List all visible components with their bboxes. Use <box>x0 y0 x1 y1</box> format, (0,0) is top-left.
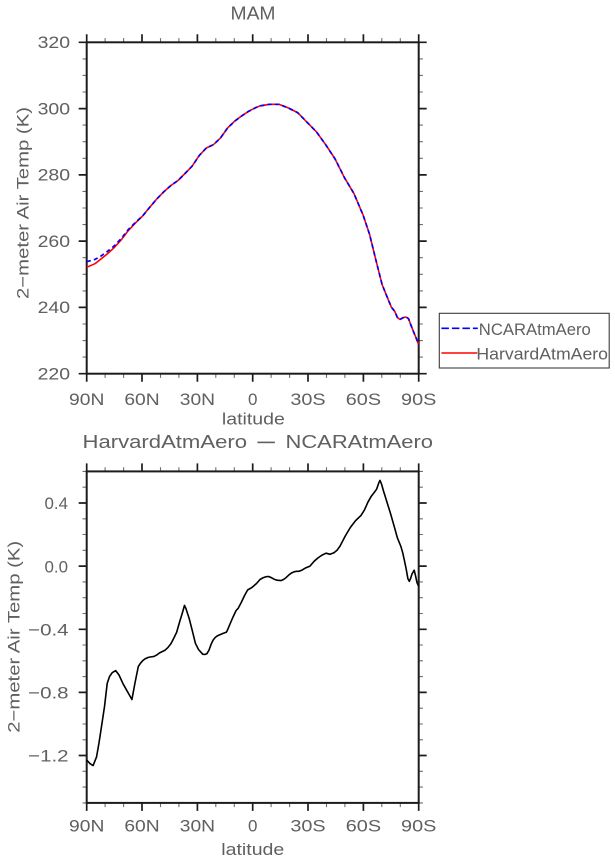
svg-text:280: 280 <box>38 166 71 185</box>
svg-text:320: 320 <box>38 33 71 52</box>
svg-text:−0.8: −0.8 <box>28 684 69 703</box>
svg-text:90S: 90S <box>401 390 436 409</box>
svg-text:0: 0 <box>248 817 257 836</box>
svg-text:2−meter Air Temp (K): 2−meter Air Temp (K) <box>4 541 23 733</box>
svg-text:90N: 90N <box>69 390 104 409</box>
svg-text:30S: 30S <box>290 390 325 409</box>
svg-text:HarvardAtmAero: HarvardAtmAero <box>83 432 248 452</box>
svg-text:60N: 60N <box>124 390 159 409</box>
svg-text:300: 300 <box>38 99 71 118</box>
svg-text:−1.2: −1.2 <box>28 747 69 766</box>
svg-text:NCARAtmAero: NCARAtmAero <box>479 321 591 339</box>
svg-text:260: 260 <box>38 232 71 251</box>
svg-text:90N: 90N <box>69 817 104 836</box>
svg-text:2−meter Air Temp (K): 2−meter Air Temp (K) <box>14 107 33 299</box>
svg-text:NCARAtmAero: NCARAtmAero <box>286 432 434 452</box>
svg-text:90S: 90S <box>401 817 436 836</box>
svg-text:60S: 60S <box>346 390 381 409</box>
svg-text:30S: 30S <box>290 817 325 836</box>
svg-text:HarvardAtmAero: HarvardAtmAero <box>476 345 608 363</box>
svg-text:240: 240 <box>38 298 71 317</box>
svg-text:latitude: latitude <box>221 840 284 859</box>
svg-text:30N: 30N <box>180 390 215 409</box>
svg-text:MAM: MAM <box>231 4 276 24</box>
svg-text:0.0: 0.0 <box>45 557 69 576</box>
svg-text:0.4: 0.4 <box>45 494 69 513</box>
svg-text:−0.4: −0.4 <box>28 621 69 640</box>
svg-text:60S: 60S <box>346 817 381 836</box>
svg-text:220: 220 <box>38 365 71 384</box>
svg-text:0: 0 <box>248 390 257 409</box>
svg-text:latitude: latitude <box>222 409 285 428</box>
svg-text:60N: 60N <box>124 817 159 836</box>
svg-text:30N: 30N <box>180 817 215 836</box>
